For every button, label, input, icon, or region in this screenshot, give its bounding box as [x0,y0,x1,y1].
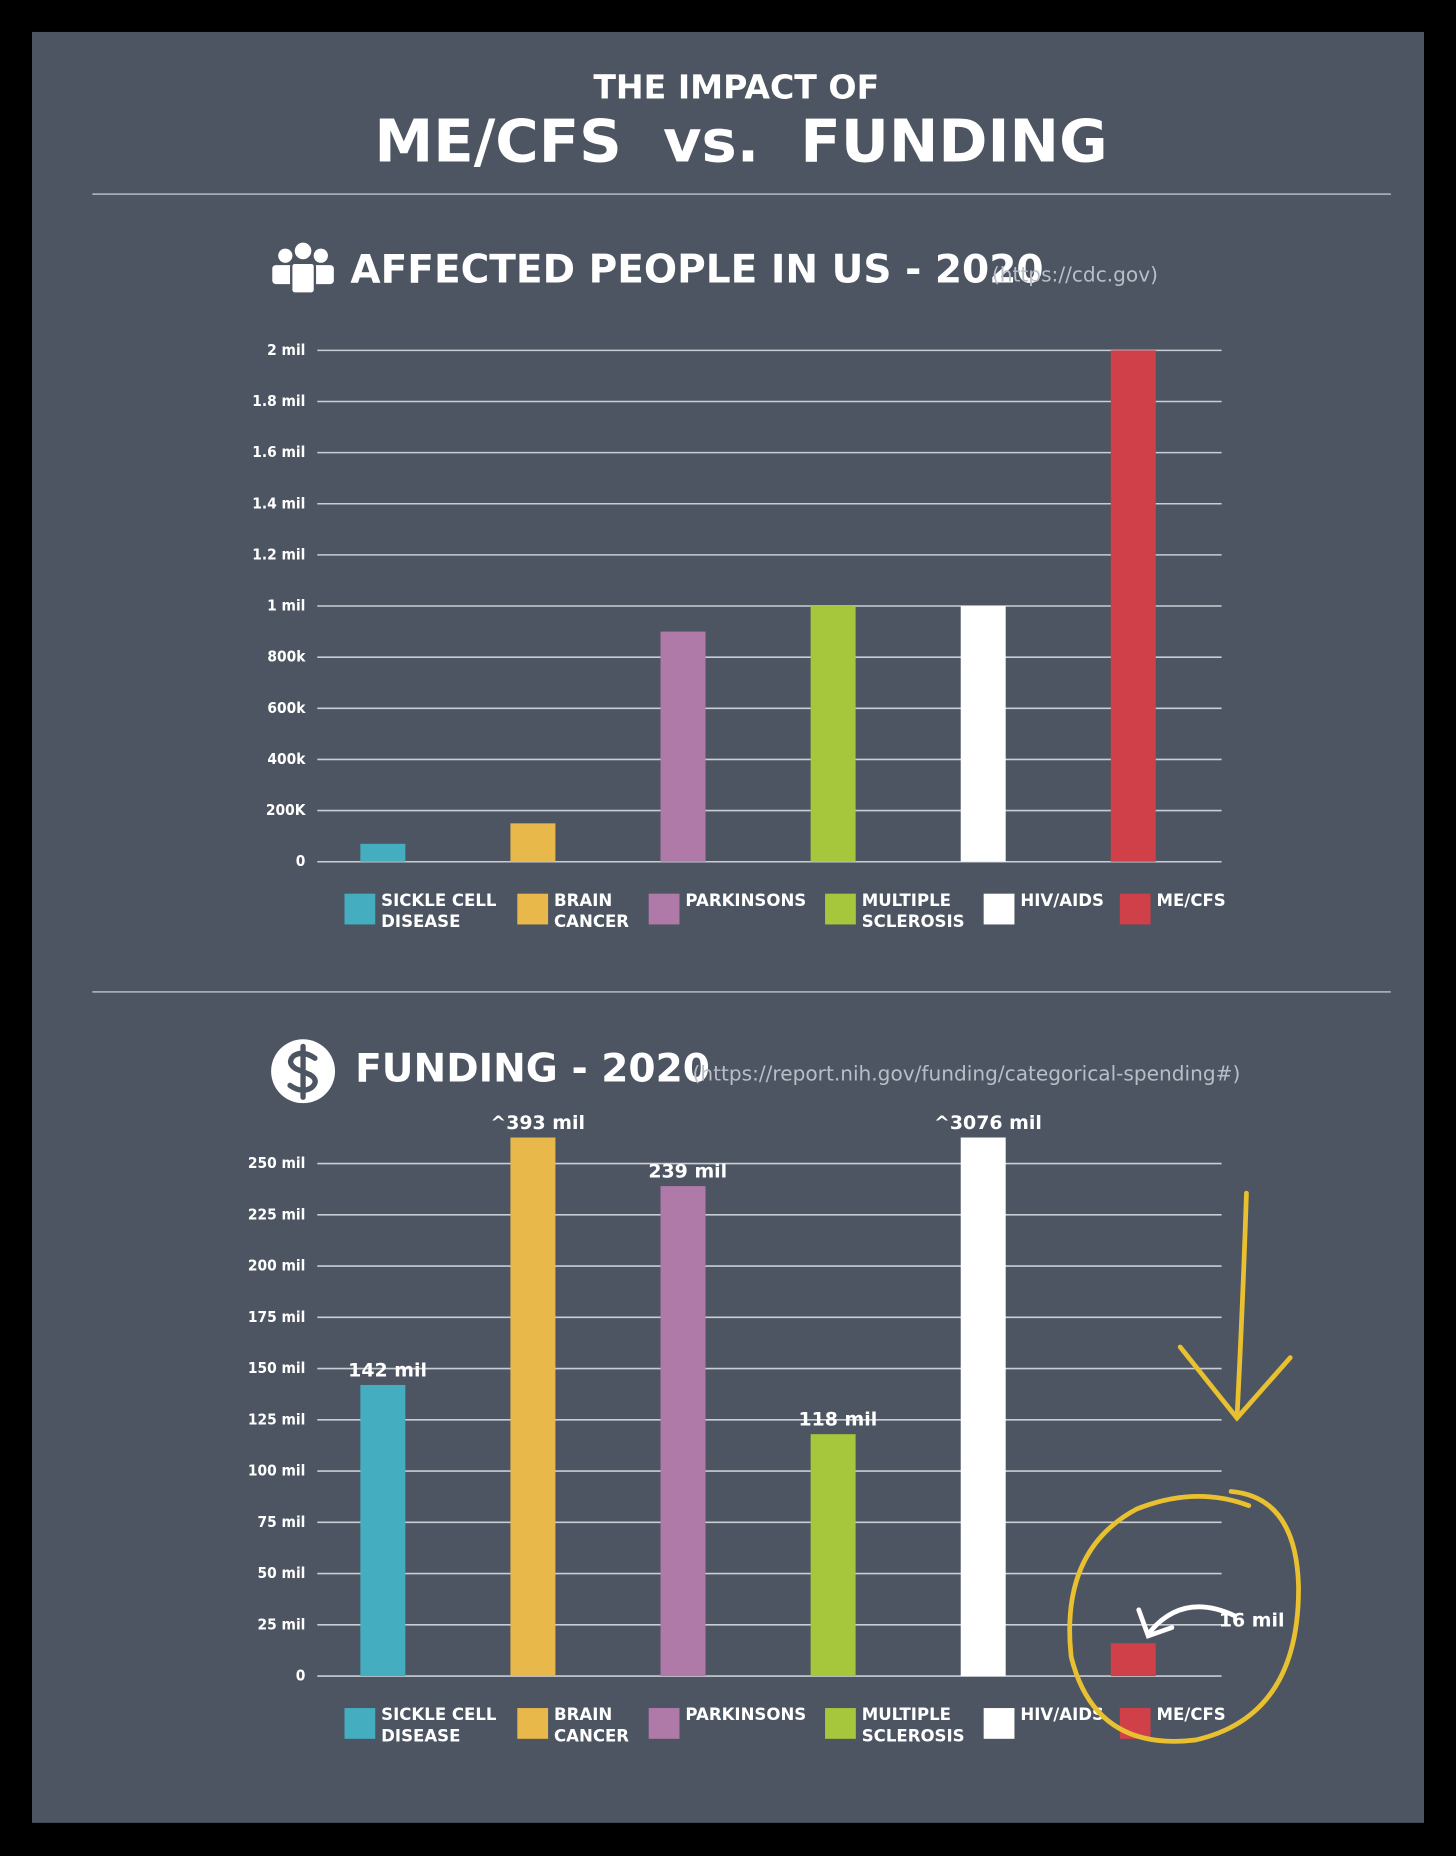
chart-subtitle: (https://report.nih.gov/funding/categori… [692,1061,1240,1085]
legend-swatch [517,1708,549,1739]
annotation [1067,1190,1301,1744]
bar [1110,350,1156,862]
bar [960,1137,1006,1677]
bars [360,1137,1156,1677]
legend-swatch [344,1708,376,1739]
bar [510,823,556,862]
value-label: 239 mil [648,1160,727,1182]
legend-label: SICKLE CELL DISEASE [381,1705,497,1745]
legend-swatch [825,893,856,925]
bar [960,606,1006,862]
y-tick-label: 50 mil [257,1564,305,1582]
chart-title: FUNDING - 2020 [355,1047,710,1092]
y-tick-label: 0 [296,852,306,870]
legend-label: BRAIN CANCER [554,890,629,930]
charts: AFFECTED PEOPLE IN US - 2020(https://cdc… [248,248,1285,1745]
bar [810,1434,856,1677]
legend-swatch [983,1708,1015,1739]
bar [1110,1643,1156,1677]
y-tick-label: 2 mil [267,341,305,359]
y-tick-label: 600k [267,699,306,717]
y-tick-label: 175 mil [248,1308,306,1326]
value-label: ^393 mil [490,1112,585,1134]
bar [660,631,706,862]
main-title: ME/CFS vs. FUNDING [374,107,1107,176]
legend-swatch [648,893,680,925]
legend-label: SICKLE CELL DISEASE [381,890,497,930]
kicker: THE IMPACT OF [593,67,879,106]
bar [360,1384,406,1677]
y-tick-label: 225 mil [248,1205,306,1223]
y-tick-label: 800k [267,648,306,666]
bar [660,1186,706,1677]
legend-swatch [825,1708,856,1739]
chart-subtitle: (https://cdc.gov) [992,262,1158,286]
legend-label: HIV/AIDS [1020,1705,1104,1724]
y-tick-label: 200 mil [248,1257,306,1275]
bar [810,606,856,862]
y-tick-label: 400k [267,750,306,768]
legend-swatch [517,893,549,925]
y-tick-label: 0 [296,1667,306,1685]
y-tick-label: 150 mil [248,1359,306,1377]
people-icon [272,242,334,295]
legend-label: HIV/AIDS [1020,890,1104,909]
y-tick-label: 25 mil [257,1615,305,1633]
legend-label: ME/CFS [1156,1705,1225,1724]
dollar-icon [271,1039,336,1104]
legend-swatch [983,893,1015,925]
y-tick-label: 1.8 mil [252,392,305,410]
arrow [1136,1604,1237,1639]
legend-label: PARKINSONS [685,890,806,909]
legend-label: MULTIPLE SCLEROSIS [862,890,965,930]
legend-swatch [344,893,376,925]
y-tick-label: 1.6 mil [252,443,305,461]
legend-swatch [1119,893,1151,925]
panel [32,31,1424,1823]
value-label: 142 mil [348,1359,427,1381]
bar [510,1137,556,1677]
legend-label: ME/CFS [1156,890,1225,909]
y-tick-label: 75 mil [257,1513,305,1531]
legend-label: MULTIPLE SCLEROSIS [862,1705,965,1745]
bar [360,843,406,862]
legend-label: PARKINSONS [685,1705,806,1724]
y-tick-label: 1.2 mil [252,545,305,563]
y-tick-label: 200K [266,801,307,819]
bars [360,350,1156,862]
value-label: 118 mil [798,1408,877,1430]
y-tick-label: 125 mil [248,1410,306,1428]
y-tick-label: 1 mil [267,597,305,615]
y-tick-label: 100 mil [248,1462,306,1480]
chart-title: AFFECTED PEOPLE IN US - 2020 [350,248,1043,293]
y-tick-label: 250 mil [248,1154,306,1172]
legend-swatch [648,1708,680,1739]
value-label: ^3076 mil [934,1112,1042,1134]
y-tick-label: 1.4 mil [252,494,305,512]
legend-label: BRAIN CANCER [554,1705,629,1745]
